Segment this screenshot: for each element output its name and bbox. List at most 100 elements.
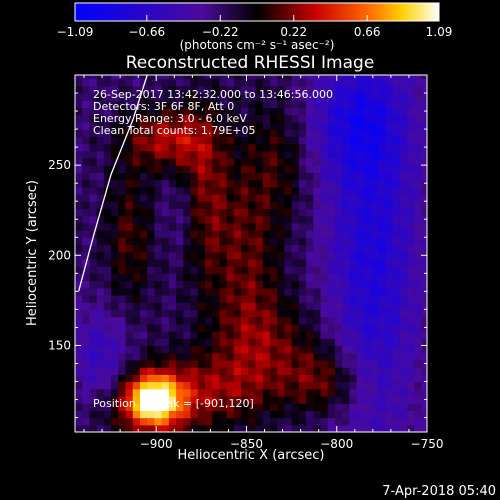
heatmap-cell [147, 93, 156, 101]
heatmap-cell [241, 266, 249, 274]
heatmap-cell [363, 280, 372, 289]
heatmap-cell [277, 294, 285, 303]
heatmap-cell [342, 75, 350, 80]
heatmap-cell [183, 157, 192, 166]
heatmap-cell [75, 273, 83, 282]
heatmap-cell [262, 75, 271, 80]
heatmap-cell [414, 273, 423, 282]
heatmap-cell [363, 266, 372, 274]
heatmap-cell [255, 352, 264, 361]
heatmap-cell [111, 121, 119, 130]
heatmap-cell [378, 157, 387, 166]
heatmap-cell [262, 150, 271, 159]
heatmap-cell [176, 287, 184, 296]
heatmap-cell [334, 93, 343, 101]
heatmap-cell [291, 129, 300, 137]
heatmap-cell [75, 100, 83, 109]
heatmap-cell [320, 75, 329, 80]
heatmap-cell [327, 309, 336, 318]
heatmap-cell [378, 374, 387, 383]
heatmap-cell [212, 230, 221, 238]
heatmap-cell [407, 237, 415, 246]
heatmap-cell [327, 266, 336, 274]
heatmap-cell [291, 186, 300, 195]
heatmap-cell [111, 395, 119, 404]
heatmap-cell [82, 100, 91, 109]
heatmap-cell [219, 230, 228, 238]
heatmap-cell [334, 374, 343, 383]
heatmap-cell [111, 338, 119, 347]
heatmap-cell [176, 157, 184, 166]
heatmap-cell [269, 244, 278, 253]
heatmap-cell [233, 424, 242, 432]
heatmap-cell [313, 201, 322, 210]
heatmap-cell [125, 179, 134, 188]
heatmap-cell [407, 179, 415, 188]
heatmap-cell [161, 100, 170, 109]
heatmap-cell [407, 287, 415, 296]
heatmap-cell [233, 309, 242, 318]
heatmap-cell [161, 179, 170, 188]
heatmap-cell [96, 114, 105, 123]
x-tick-label: −800 [320, 437, 353, 451]
heatmap-cell [421, 230, 427, 238]
heatmap-cell [219, 143, 228, 152]
heatmap-cell [89, 251, 98, 260]
heatmap-cell [233, 75, 242, 80]
heatmap-cell [342, 331, 350, 339]
heatmap-cell [176, 136, 184, 145]
heatmap-cell [183, 388, 192, 397]
colorbar-unit-label: (photons cm⁻² s⁻¹ asec⁻²) [180, 38, 335, 52]
heatmap-cell [241, 309, 249, 318]
heatmap-cell [204, 403, 213, 411]
heatmap-cell [392, 309, 401, 318]
heatmap-cell [313, 85, 322, 94]
heatmap-cell [320, 186, 329, 195]
heatmap-cell [233, 417, 242, 426]
heatmap-cell [385, 129, 394, 137]
heatmap-cell [89, 75, 98, 80]
heatmap-cell [378, 294, 387, 303]
heatmap-cell [349, 381, 358, 390]
heatmap-cell [349, 316, 358, 325]
heatmap-cell [168, 237, 177, 246]
heatmap-cell [147, 323, 156, 332]
heatmap-cell [89, 388, 98, 397]
heatmap-cell [255, 165, 264, 173]
heatmap-cell [313, 186, 322, 195]
heatmap-cell [284, 374, 293, 383]
heatmap-cell [277, 129, 285, 137]
heatmap-cell [82, 331, 91, 339]
heatmap-cell [392, 114, 401, 123]
heatmap-cell [139, 107, 148, 116]
heatmap-cell [226, 331, 235, 339]
heatmap-cell [111, 280, 119, 289]
heatmap-cell [183, 201, 192, 210]
heatmap-cell [385, 395, 394, 404]
heatmap-cell [154, 352, 163, 361]
heatmap-cell [349, 258, 358, 267]
heatmap-cell [342, 100, 350, 109]
heatmap-cell [132, 424, 141, 432]
heatmap-cell [103, 208, 112, 217]
heatmap-cell [197, 78, 206, 87]
heatmap-cell [118, 215, 127, 224]
heatmap-cell [414, 338, 423, 347]
y-axis-label: Heliocentric Y (arcsec) [25, 180, 40, 326]
heatmap-cell [414, 165, 423, 173]
heatmap-cell [342, 172, 350, 181]
heatmap-cell [197, 251, 206, 260]
heatmap-cell [356, 222, 365, 231]
heatmap-cell [262, 424, 271, 432]
heatmap-cell [132, 100, 141, 109]
heatmap-cell [183, 309, 192, 318]
heatmap-cell [132, 172, 141, 181]
heatmap-cell [248, 194, 257, 202]
heatmap-cell [96, 345, 105, 354]
heatmap-cell [269, 410, 278, 419]
heatmap-cell [291, 143, 300, 152]
heatmap-cell [89, 410, 98, 419]
heatmap-cell [89, 143, 98, 152]
heatmap-cell [399, 78, 408, 87]
heatmap-cell [204, 345, 213, 354]
